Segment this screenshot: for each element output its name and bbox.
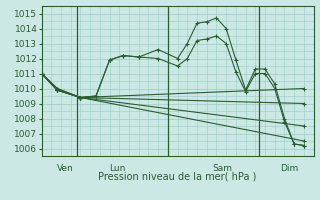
Text: Ven: Ven (57, 164, 74, 173)
Text: Dim: Dim (281, 164, 299, 173)
X-axis label: Pression niveau de la mer( hPa ): Pression niveau de la mer( hPa ) (99, 172, 257, 182)
Text: Sam: Sam (212, 164, 233, 173)
Text: Lun: Lun (109, 164, 126, 173)
